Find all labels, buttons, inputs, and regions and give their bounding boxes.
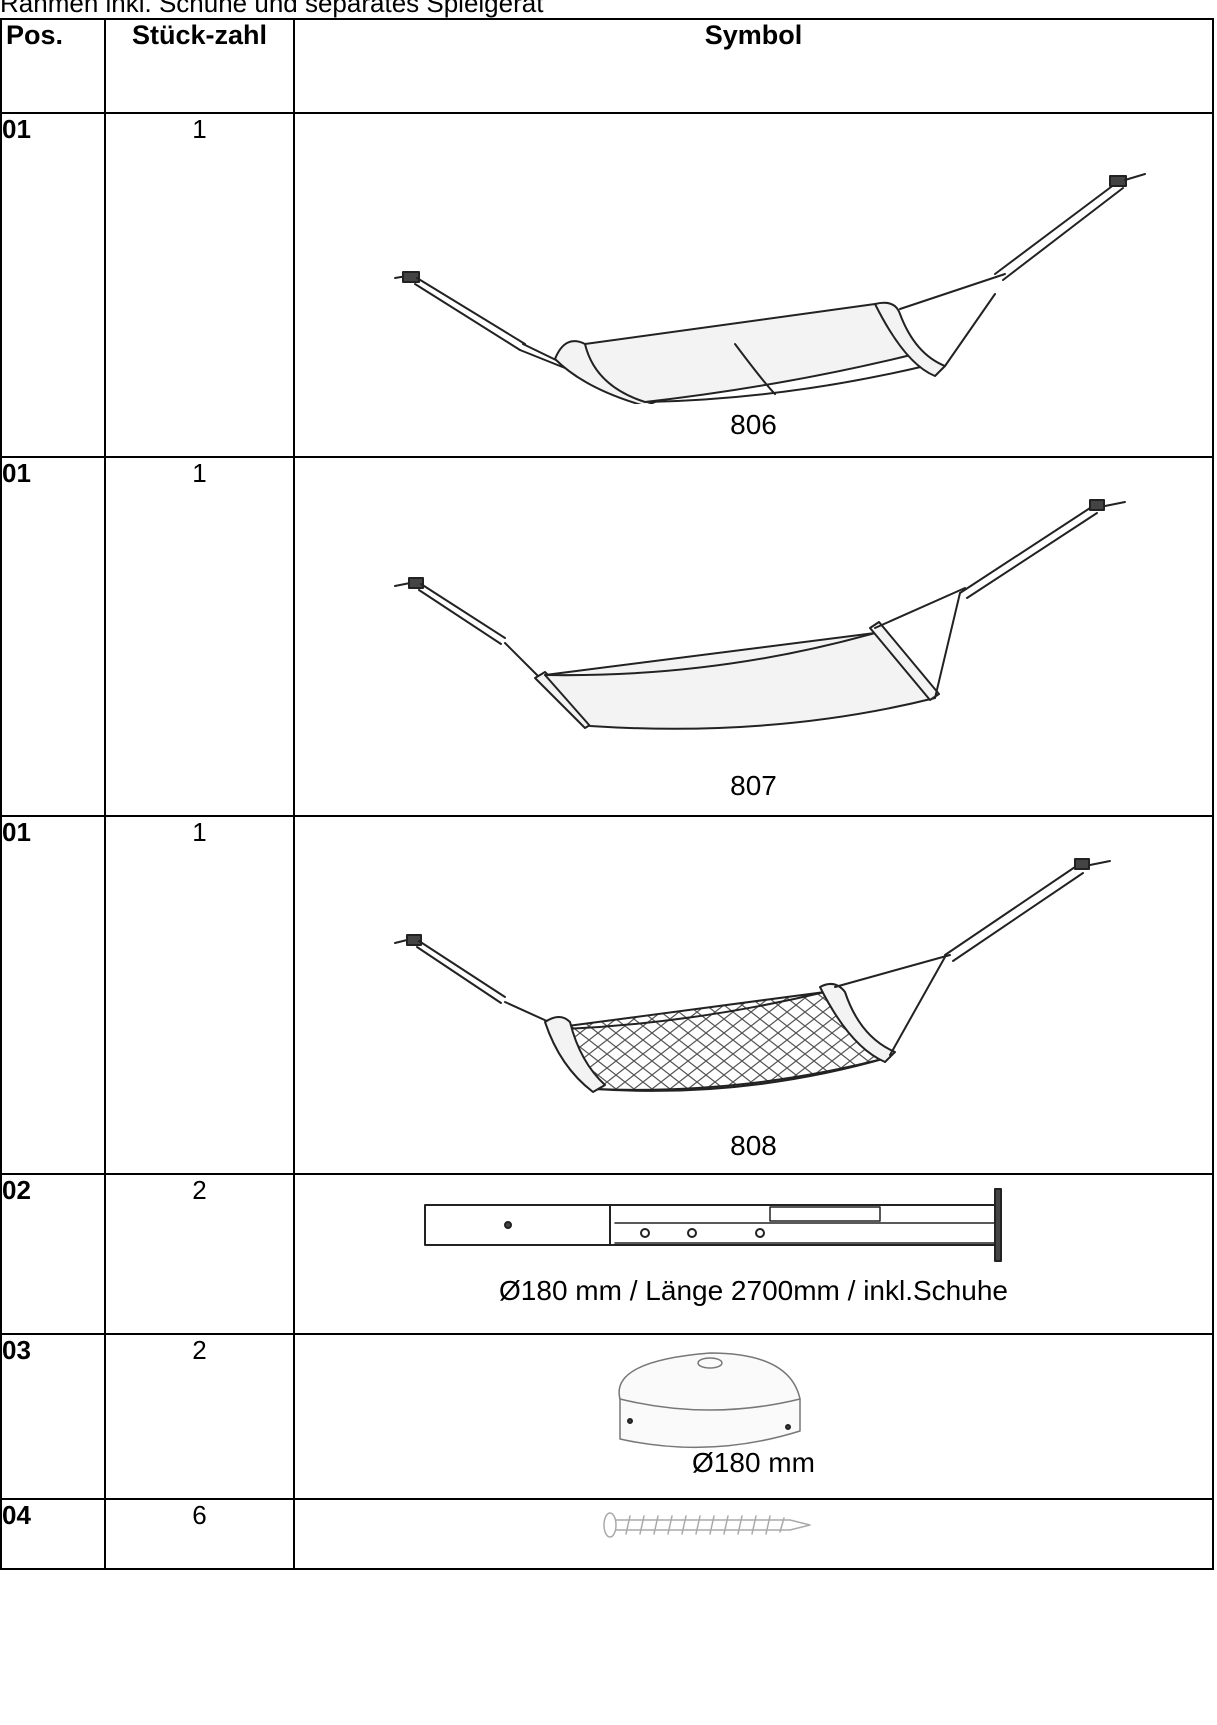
row-symbol: Ø180 mm / Länge 2700mm / inkl.Schuhe (293, 1173, 1214, 1335)
row-qty: 1 (104, 112, 295, 458)
symbol-label: 808 (730, 1130, 777, 1161)
table-row: 02 2 Ø180 mm / Länge 2700mm / inkl.Schuh… (0, 1173, 1214, 1335)
row-pos: 04 (0, 1498, 106, 1570)
post-with-shoe-drawing (424, 1188, 1002, 1262)
parts-table: Pos. Stück-zahl Symbol 01 1 (0, 18, 1214, 1570)
symbol-label: Ø180 mm / Länge 2700mm / inkl.Schuhe (499, 1275, 1008, 1306)
intro-text: Rahmen inkl. Schuhe und separates Spielg… (0, 0, 544, 18)
symbol-label: Ø180 mm (692, 1447, 815, 1478)
symbol-label: 807 (730, 770, 777, 801)
hammock-net-drawing (394, 858, 1111, 1093)
table-header-row: Pos. Stück-zahl Symbol (0, 18, 1214, 114)
header-pos: Pos. (0, 18, 106, 114)
table-row: 01 1 806 (0, 112, 1214, 458)
row-qty: 2 (104, 1173, 295, 1335)
header-qty: Stück-zahl (104, 18, 295, 114)
post-cap-drawing (618, 1352, 801, 1449)
symbol-label: 806 (730, 409, 777, 440)
row-pos: 01 (0, 112, 106, 458)
row-symbol: 807 (293, 456, 1214, 817)
row-pos: 01 (0, 456, 106, 817)
row-qty: 6 (104, 1498, 295, 1570)
row-qty: 2 (104, 1333, 295, 1500)
row-pos: 03 (0, 1333, 106, 1500)
table-row: 04 6 (0, 1498, 1214, 1570)
row-symbol: 808 (293, 815, 1214, 1175)
table-row: 01 1 807 (0, 456, 1214, 817)
row-symbol: Ø180 mm (293, 1333, 1214, 1500)
row-qty: 1 (104, 815, 295, 1175)
row-symbol: 806 (293, 112, 1214, 458)
screw-drawing (603, 1512, 811, 1538)
hammock-bar-drawing (394, 499, 1126, 730)
row-pos: 02 (0, 1173, 106, 1335)
row-pos: 01 (0, 815, 106, 1175)
row-qty: 1 (104, 456, 295, 817)
header-symbol: Symbol (293, 18, 1214, 114)
row-symbol (293, 1498, 1214, 1570)
table-row: 03 2 Ø180 mm (0, 1333, 1214, 1500)
table-row: 01 1 (0, 815, 1214, 1175)
hammock-fabric-drawing (394, 173, 1146, 404)
